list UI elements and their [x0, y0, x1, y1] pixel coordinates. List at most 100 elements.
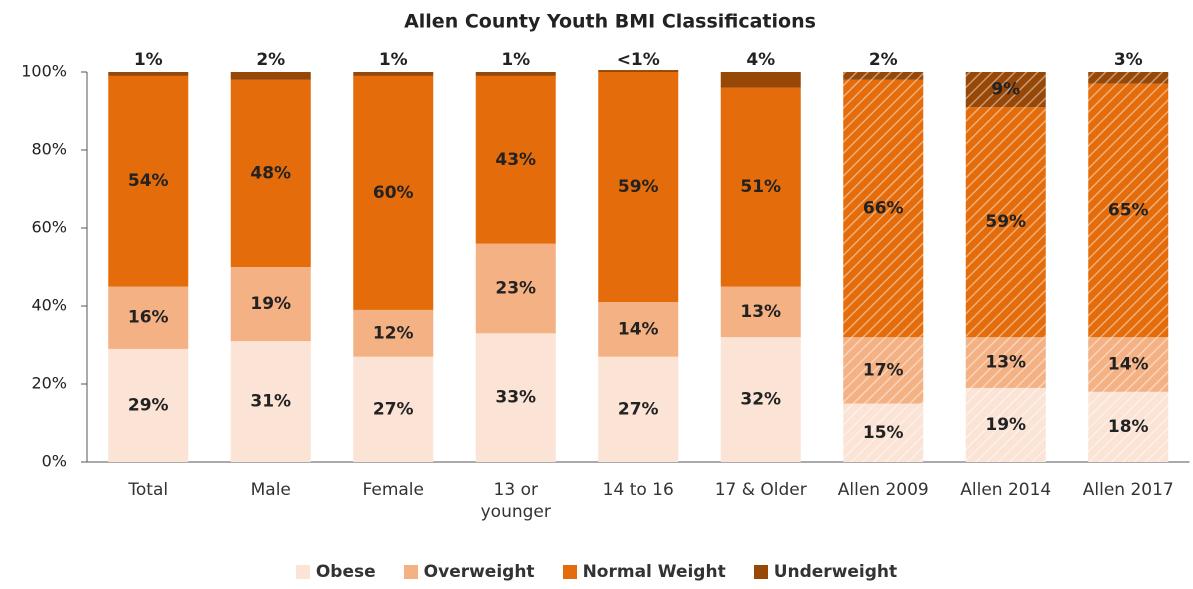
bar-segment: [720, 286, 801, 338]
bar-segment: [353, 75, 434, 310]
legend-label: Underweight: [773, 562, 898, 582]
value-label: 60%: [373, 183, 414, 203]
value-label: 17%: [863, 360, 904, 380]
legend-swatch: [753, 565, 768, 579]
bar-segment: [1088, 72, 1169, 84]
value-label: 32%: [740, 390, 781, 410]
value-label: 2%: [869, 50, 898, 70]
bar-segment: [230, 72, 311, 80]
value-label: 27%: [618, 399, 659, 419]
value-label: 48%: [250, 163, 291, 183]
bar-segment: [1088, 337, 1169, 392]
y-tick-label: 80%: [31, 140, 67, 159]
bar-segment: [353, 72, 434, 76]
x-tick-label: Allen 2014: [960, 480, 1052, 500]
bar-segment: [965, 387, 1046, 462]
bar-segment: [965, 107, 1046, 338]
bar-segment: [1088, 83, 1169, 338]
bar-segment: [475, 72, 556, 76]
value-label: 1%: [501, 50, 530, 70]
value-label: 43%: [495, 150, 536, 170]
value-label: 15%: [863, 423, 904, 443]
value-label: 2%: [256, 50, 285, 70]
value-label: 29%: [128, 395, 169, 415]
bar-segment: [230, 341, 311, 462]
x-tick-label: Female: [362, 480, 424, 500]
y-tick-label: 0%: [42, 452, 67, 471]
legend: Obese Overweight Normal Weight Underweight: [0, 562, 1193, 582]
x-tick-label: Allen 2009: [837, 480, 929, 500]
x-tick-label: Allen 2017: [1082, 480, 1174, 500]
bar-segment: [108, 286, 189, 349]
x-tick-label: 13 or younger: [480, 480, 551, 522]
bar-segment: [230, 267, 311, 342]
legend-label: Overweight: [423, 562, 535, 582]
value-label: 23%: [495, 278, 536, 298]
legend-item: Normal Weight: [562, 562, 726, 582]
bar-segment: [475, 75, 556, 244]
value-label: 19%: [250, 294, 291, 314]
bar-segment: [598, 302, 679, 357]
legend-item: Obese: [295, 562, 376, 582]
value-label: 1%: [134, 50, 163, 70]
legend-item: Overweight: [403, 562, 535, 582]
bar-segment: [598, 72, 679, 303]
bar-segment: [720, 72, 801, 88]
legend-item: Underweight: [753, 562, 898, 582]
value-label: 65%: [1108, 200, 1149, 220]
value-label: 13%: [740, 302, 781, 322]
value-label: 54%: [128, 171, 169, 191]
value-label: 4%: [746, 50, 775, 70]
bar-segment: [965, 337, 1046, 388]
y-tick-label: 60%: [31, 218, 67, 237]
bar-segment: [843, 403, 924, 462]
x-tick-label: 14 to 16: [602, 480, 674, 500]
value-label: 33%: [495, 388, 536, 408]
y-tick-label: 100%: [21, 62, 67, 81]
bar-segment: [843, 337, 924, 404]
value-label: 59%: [618, 177, 659, 197]
value-label: <1%: [617, 50, 660, 70]
bar-segment: [965, 72, 1046, 108]
bar-segment: [720, 87, 801, 287]
bar-segment: [108, 348, 189, 462]
bar-segment: [108, 72, 189, 76]
value-label: 13%: [985, 353, 1026, 373]
bar-segment: [1088, 391, 1169, 462]
bar-segment: [475, 333, 556, 462]
bar-segment: [475, 243, 556, 334]
bar-segment: [353, 309, 434, 357]
value-label: 14%: [1108, 355, 1149, 375]
value-label: 14%: [618, 319, 659, 339]
value-label: 9%: [991, 80, 1020, 100]
legend-swatch: [295, 565, 310, 579]
x-tick-label: Male: [250, 480, 291, 500]
value-label: 16%: [128, 308, 169, 328]
bar-segment: [720, 337, 801, 462]
chart-title: Allen County Youth BMI Classifications: [404, 11, 816, 33]
legend-swatch: [403, 565, 418, 579]
y-tick-label: 20%: [31, 374, 67, 393]
legend-label: Obese: [315, 562, 376, 582]
bar-segment: [108, 75, 189, 287]
value-label: 51%: [740, 177, 781, 197]
bar-segment: [598, 356, 679, 462]
value-label: 1%: [379, 50, 408, 70]
value-label: 3%: [1114, 50, 1143, 70]
value-label: 27%: [373, 399, 414, 419]
value-label: 18%: [1108, 417, 1149, 437]
bar-segment: [843, 79, 924, 338]
x-tick-label: Total: [128, 480, 169, 500]
value-label: 31%: [250, 392, 291, 412]
bar-segment: [598, 70, 679, 72]
value-label: 12%: [373, 323, 414, 343]
x-tick-label: 17 & Older: [714, 480, 807, 500]
legend-swatch: [562, 565, 577, 579]
bar-segment: [843, 72, 924, 80]
value-label: 66%: [863, 199, 904, 219]
legend-label: Normal Weight: [582, 562, 726, 582]
y-tick-label: 40%: [31, 296, 67, 315]
value-label: 59%: [985, 212, 1026, 232]
